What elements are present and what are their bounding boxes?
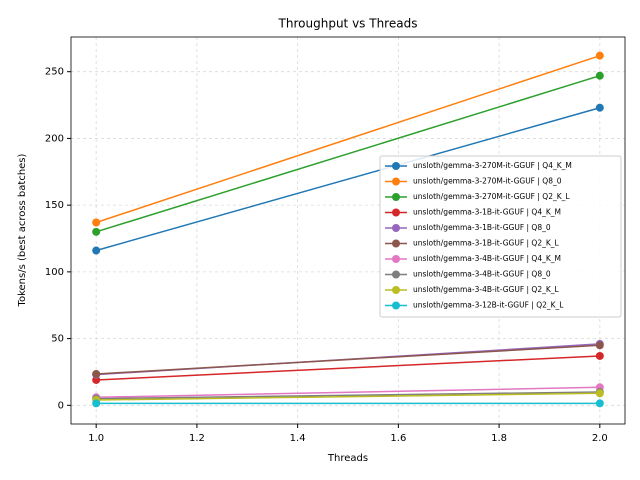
line	[96, 344, 600, 375]
legend-marker	[392, 177, 400, 186]
legend-text: unsloth/gemma-3-4B-it-GGUF | Q8_0	[413, 270, 551, 279]
point	[595, 351, 604, 360]
legend-text: unsloth/gemma-3-12B-it-GGUF | Q2_K_L	[413, 301, 564, 310]
point	[92, 227, 101, 236]
y-tick-label: 150	[45, 200, 64, 211]
legend-marker	[392, 193, 400, 201]
point	[92, 218, 101, 227]
line	[95, 107, 601, 252]
legend-text: unsloth/gemma-3-270M-it-GGUF | Q4_K_M	[413, 161, 572, 170]
x-tick-label: 1.8	[491, 433, 507, 444]
x-tick-label: 1.4	[290, 433, 306, 444]
point	[595, 103, 604, 112]
line	[96, 355, 600, 381]
legend-marker	[392, 239, 400, 248]
point	[92, 369, 101, 378]
y-tick-label: 50	[51, 334, 64, 345]
point	[595, 51, 604, 60]
x-tick-label: 1.0	[88, 433, 104, 444]
y-axis-label: Tokens/s (best across batches)	[17, 153, 28, 307]
y-tick-label: 250	[45, 67, 64, 78]
x-tick-label: 1.2	[189, 433, 205, 444]
legend-marker	[392, 162, 400, 170]
legend-box	[379, 155, 622, 318]
legend-text: unsloth/gemma-3-270M-it-GGUF | Q8_0	[413, 177, 562, 186]
legend-marker	[392, 255, 400, 263]
plot-frame	[70, 36, 626, 425]
legend-text: unsloth/gemma-3-4B-it-GGUF | Q4_K_M	[413, 254, 561, 263]
line	[96, 386, 600, 399]
point	[595, 71, 604, 80]
point	[92, 246, 101, 255]
point	[595, 389, 604, 398]
legend-marker	[392, 224, 400, 232]
point	[595, 341, 604, 350]
x-axis-label: Threads	[327, 453, 368, 464]
chart-title: Throughput vs Threads	[278, 17, 418, 31]
y-tick-label: 200	[45, 133, 64, 144]
legend-text: unsloth/gemma-3-1B-it-GGUF | Q2_K_L	[413, 239, 560, 248]
point	[92, 399, 101, 408]
line	[95, 54, 601, 224]
legend-text: unsloth/gemma-3-270M-it-GGUF | Q2_K_L	[413, 192, 570, 201]
y-tick-label: 0	[58, 400, 64, 411]
legend-text: unsloth/gemma-3-1B-it-GGUF | Q8_0	[413, 223, 551, 232]
line	[96, 391, 600, 400]
y-tick-label: 100	[45, 267, 64, 278]
line	[95, 74, 601, 233]
point	[595, 399, 604, 408]
legend-text: unsloth/gemma-3-1B-it-GGUF | Q4_K_M	[413, 208, 561, 217]
x-tick-label: 1.6	[390, 433, 406, 444]
x-tick-label: 2.0	[592, 433, 608, 444]
legend-marker	[392, 270, 400, 279]
legend-text: unsloth/gemma-3-4B-it-GGUF | Q2_K_L	[413, 285, 560, 294]
line	[96, 392, 600, 401]
legend-marker	[392, 286, 400, 294]
legend-marker	[392, 301, 400, 310]
legend-marker	[392, 208, 400, 217]
